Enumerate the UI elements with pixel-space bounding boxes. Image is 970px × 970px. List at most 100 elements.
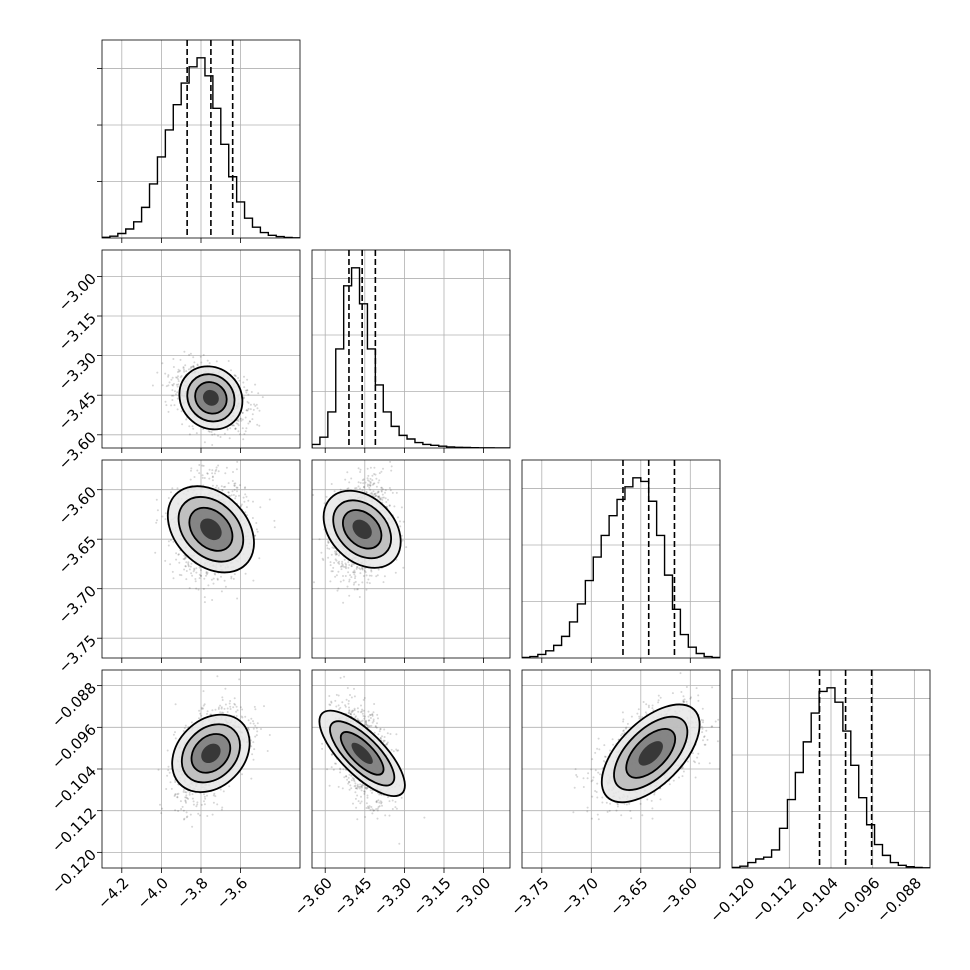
histogram-panel-3 <box>731 669 931 869</box>
sample-point <box>226 428 229 431</box>
sample-point <box>161 384 164 387</box>
sample-point <box>358 567 361 570</box>
sample-point <box>342 565 345 568</box>
sample-point <box>183 554 186 557</box>
sample-point <box>212 801 215 804</box>
sample-point <box>174 390 176 393</box>
sample-point <box>172 394 175 397</box>
sample-point <box>239 433 241 436</box>
sample-point <box>199 814 201 817</box>
sample-point <box>339 580 342 583</box>
sample-point <box>176 397 179 400</box>
sample-point <box>210 578 213 581</box>
sample-point <box>380 470 383 473</box>
sample-point <box>227 494 230 497</box>
sample-point <box>172 366 175 368</box>
sample-point <box>373 466 376 469</box>
sample-point <box>183 817 186 820</box>
scatter-plot-area <box>312 460 510 658</box>
sample-point <box>378 497 381 500</box>
sample-point <box>250 717 253 720</box>
sample-point <box>201 464 204 467</box>
sample-point <box>371 474 374 477</box>
sample-point <box>369 488 372 491</box>
sample-point <box>242 438 245 441</box>
sample-point <box>156 509 159 512</box>
sample-point <box>379 497 382 500</box>
sample-point <box>233 424 235 427</box>
sample-point <box>382 581 385 584</box>
sample-point <box>208 430 211 433</box>
sample-point <box>237 424 240 427</box>
sample-point <box>378 495 381 498</box>
sample-point <box>219 436 222 438</box>
sample-point <box>213 433 216 436</box>
sample-point <box>359 572 362 575</box>
sample-point <box>185 561 188 564</box>
sample-point <box>327 556 330 559</box>
sample-point <box>347 566 350 569</box>
sample-point <box>352 563 355 566</box>
sample-point <box>372 482 375 485</box>
sample-point <box>185 811 188 814</box>
scatter-panel-1-0 <box>97 249 301 453</box>
sample-point <box>330 483 333 485</box>
sample-point <box>389 489 392 492</box>
sample-point <box>185 418 188 421</box>
sample-point <box>380 490 383 493</box>
sample-point <box>215 468 218 471</box>
histogram-step <box>522 477 720 658</box>
sample-point <box>176 391 179 394</box>
sample-point <box>191 425 194 428</box>
sample-point <box>250 745 253 748</box>
sample-point <box>321 557 324 560</box>
sample-point <box>182 367 185 370</box>
sample-point <box>177 810 180 812</box>
sample-point <box>335 551 338 554</box>
sample-point <box>171 394 173 397</box>
sample-point <box>176 796 179 799</box>
sample-point <box>241 427 244 430</box>
sample-point <box>331 546 334 549</box>
sample-point <box>241 773 243 776</box>
sample-point <box>354 580 357 583</box>
histogram-plot-area <box>732 670 930 868</box>
sample-point <box>203 803 206 806</box>
sample-point <box>357 481 360 484</box>
sample-point <box>246 400 249 403</box>
sample-point <box>382 496 385 499</box>
sample-point <box>205 572 208 574</box>
sample-point <box>258 424 261 427</box>
sample-point <box>334 558 337 561</box>
sample-point <box>245 391 248 394</box>
sample-point <box>234 495 237 498</box>
scatter-plot-area <box>102 670 300 868</box>
sample-point <box>388 487 391 489</box>
sample-point <box>194 580 197 583</box>
sample-point <box>400 534 403 537</box>
sample-point <box>375 477 378 480</box>
sample-point <box>206 472 209 475</box>
sample-point <box>339 488 342 491</box>
sample-point <box>252 727 255 730</box>
sample-point <box>346 585 349 588</box>
histogram-panel-2 <box>521 459 721 663</box>
sample-point <box>402 566 405 569</box>
sample-point <box>234 427 237 430</box>
sample-point <box>195 432 198 435</box>
sample-point <box>313 581 315 584</box>
sample-point <box>352 583 355 586</box>
sample-point <box>228 437 231 440</box>
sample-point <box>187 368 190 371</box>
sample-point <box>211 469 214 472</box>
sample-point <box>377 491 380 493</box>
sample-point <box>235 715 238 717</box>
contour-line <box>194 381 228 415</box>
sample-point <box>172 577 175 580</box>
sample-point <box>394 571 397 574</box>
sample-point <box>380 489 383 492</box>
sample-point <box>342 601 345 604</box>
sample-point <box>179 376 182 379</box>
sample-point <box>190 572 193 575</box>
sample-point <box>338 560 341 563</box>
